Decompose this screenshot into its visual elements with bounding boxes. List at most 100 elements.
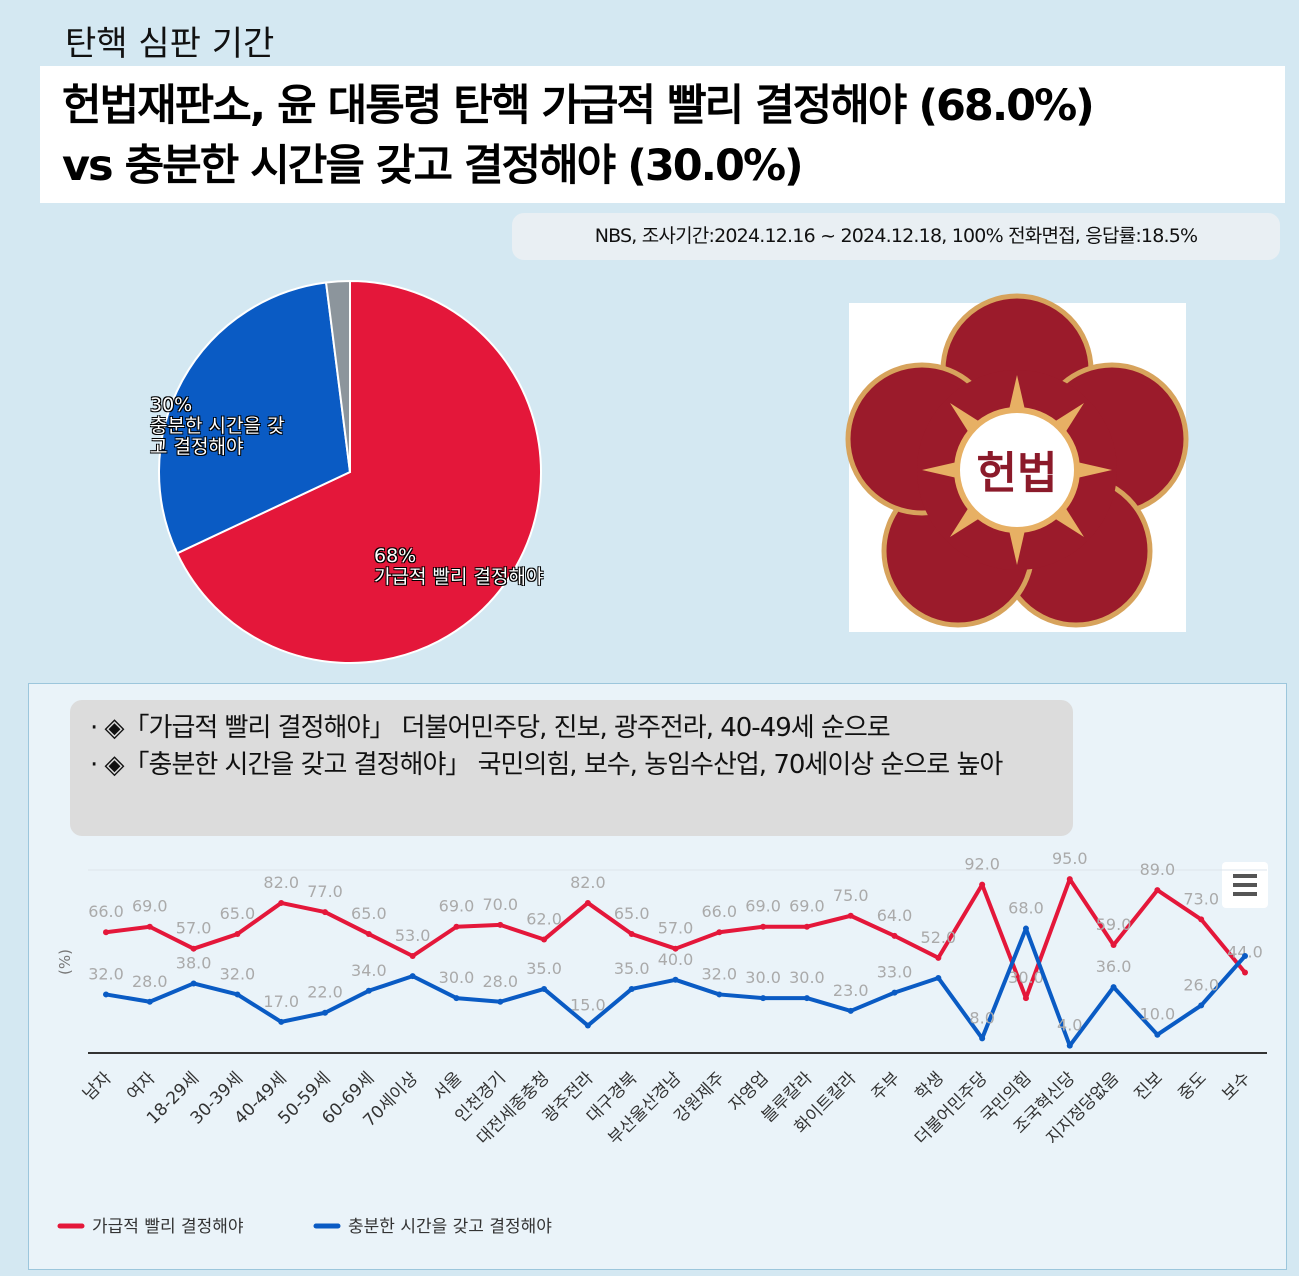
- title-line: 헌법재판소, 윤 대통령 탄핵 가급적 빨리 결정해야 (68.0%): [62, 81, 1095, 131]
- point: [584, 1022, 591, 1029]
- title-line: vs 충분한 시간을 갖고 결정해야 (30.0%): [62, 141, 804, 191]
- emblem: 헌법: [845, 293, 1189, 632]
- data-label: 28.0: [482, 972, 518, 991]
- point: [234, 931, 241, 938]
- point: [497, 921, 504, 928]
- data-label: 69.0: [439, 897, 475, 916]
- data-label: 62.0: [526, 910, 562, 929]
- emblem-label: 헌법: [977, 448, 1058, 499]
- data-label: 10.0: [1140, 1005, 1176, 1024]
- point: [1154, 1031, 1161, 1038]
- point: [1066, 1042, 1073, 1049]
- pie-value-label: 68%: [374, 545, 417, 567]
- point: [716, 991, 723, 998]
- point: [103, 929, 109, 936]
- point: [1022, 995, 1029, 1002]
- data-label: 75.0: [833, 886, 869, 905]
- point: [1110, 942, 1117, 949]
- notes-box: · ◈「가급적 빨리 결정해야」 더불어민주당, 진보, 광주전라, 40-49…: [70, 700, 1073, 836]
- pie-category-label: 충분한 시간을 갖고 결정해야: [150, 415, 285, 458]
- data-label: 4.0: [1057, 1016, 1082, 1035]
- point: [628, 985, 635, 992]
- point: [716, 929, 723, 936]
- data-label: 30.0: [789, 968, 825, 987]
- data-label: 32.0: [220, 964, 256, 983]
- x-tick-label: 주부: [868, 1068, 904, 1104]
- point: [234, 991, 241, 998]
- point: [760, 995, 767, 1002]
- point: [409, 973, 416, 980]
- legend-label: 충분한 시간을 갖고 결정해야: [348, 1217, 552, 1237]
- header-tag: 탄핵 심판 기간: [65, 24, 275, 64]
- data-label: 82.0: [570, 873, 606, 892]
- x-tick-label: 학생: [912, 1068, 948, 1104]
- data-label: 53.0: [395, 926, 431, 945]
- data-label: 52.0: [921, 928, 957, 947]
- point: [584, 899, 591, 906]
- point: [1198, 1002, 1205, 1009]
- data-label: 95.0: [1052, 849, 1088, 868]
- y-axis-label: (%): [56, 949, 74, 975]
- point: [935, 954, 942, 961]
- data-label: 36.0: [1096, 957, 1132, 976]
- data-label: 66.0: [88, 902, 124, 921]
- point: [365, 931, 372, 938]
- data-label: 66.0: [701, 902, 737, 921]
- pie-slice: [324, 279, 351, 473]
- data-label: 30.0: [439, 968, 475, 987]
- point: [322, 909, 329, 916]
- point: [409, 953, 416, 960]
- point: [803, 995, 810, 1002]
- data-label: 26.0: [1183, 975, 1219, 994]
- data-label: 32.0: [88, 964, 124, 983]
- data-label: 38.0: [176, 953, 212, 972]
- data-label: 40.0: [658, 950, 694, 969]
- title-box: 헌법재판소, 윤 대통령 탄핵 가급적 빨리 결정해야 (68.0%) vs 충…: [40, 66, 1285, 203]
- x-tick-label: 진보: [1131, 1068, 1167, 1104]
- pie-slice: [175, 279, 542, 664]
- data-label: 77.0: [307, 882, 343, 901]
- pie-value-label: 30%: [150, 394, 193, 416]
- data-label: 69.0: [789, 897, 825, 916]
- legend-label: 가급적 빨리 결정해야: [92, 1217, 244, 1237]
- point: [1198, 916, 1205, 923]
- data-label: 44.0: [1227, 942, 1263, 961]
- point: [541, 985, 548, 992]
- point: [322, 1009, 329, 1016]
- point: [1242, 969, 1248, 976]
- data-label: 34.0: [351, 961, 387, 980]
- data-label: 89.0: [1140, 860, 1176, 879]
- point: [453, 923, 460, 930]
- data-label: 33.0: [877, 963, 913, 982]
- point: [672, 945, 679, 952]
- data-label: 68.0: [1008, 899, 1044, 918]
- x-tick-label: 중도: [1174, 1068, 1210, 1104]
- point: [190, 980, 197, 987]
- data-label: 73.0: [1183, 889, 1219, 908]
- point: [453, 995, 460, 1002]
- point: [891, 989, 898, 996]
- data-label: 64.0: [877, 906, 913, 925]
- data-label: 69.0: [132, 897, 168, 916]
- menu-button[interactable]: [1222, 862, 1268, 908]
- data-label: 70.0: [482, 895, 518, 914]
- point: [497, 998, 504, 1005]
- note: · ◈「가급적 빨리 결정해야」 더불어민주당, 진보, 광주전라, 40-49…: [90, 713, 891, 743]
- data-label: 30.0: [745, 968, 781, 987]
- data-label: 69.0: [745, 897, 781, 916]
- point: [891, 932, 898, 939]
- pie-slice: [158, 281, 352, 555]
- data-label: 32.0: [701, 964, 737, 983]
- point: [1022, 925, 1029, 932]
- point: [278, 1018, 285, 1025]
- point: [1242, 953, 1248, 960]
- point: [146, 923, 153, 930]
- point: [979, 881, 986, 888]
- data-label: 22.0: [307, 983, 343, 1002]
- point: [278, 899, 285, 906]
- data-label: 17.0: [263, 992, 299, 1011]
- point: [979, 1035, 986, 1042]
- data-label: 8.0: [969, 1008, 994, 1027]
